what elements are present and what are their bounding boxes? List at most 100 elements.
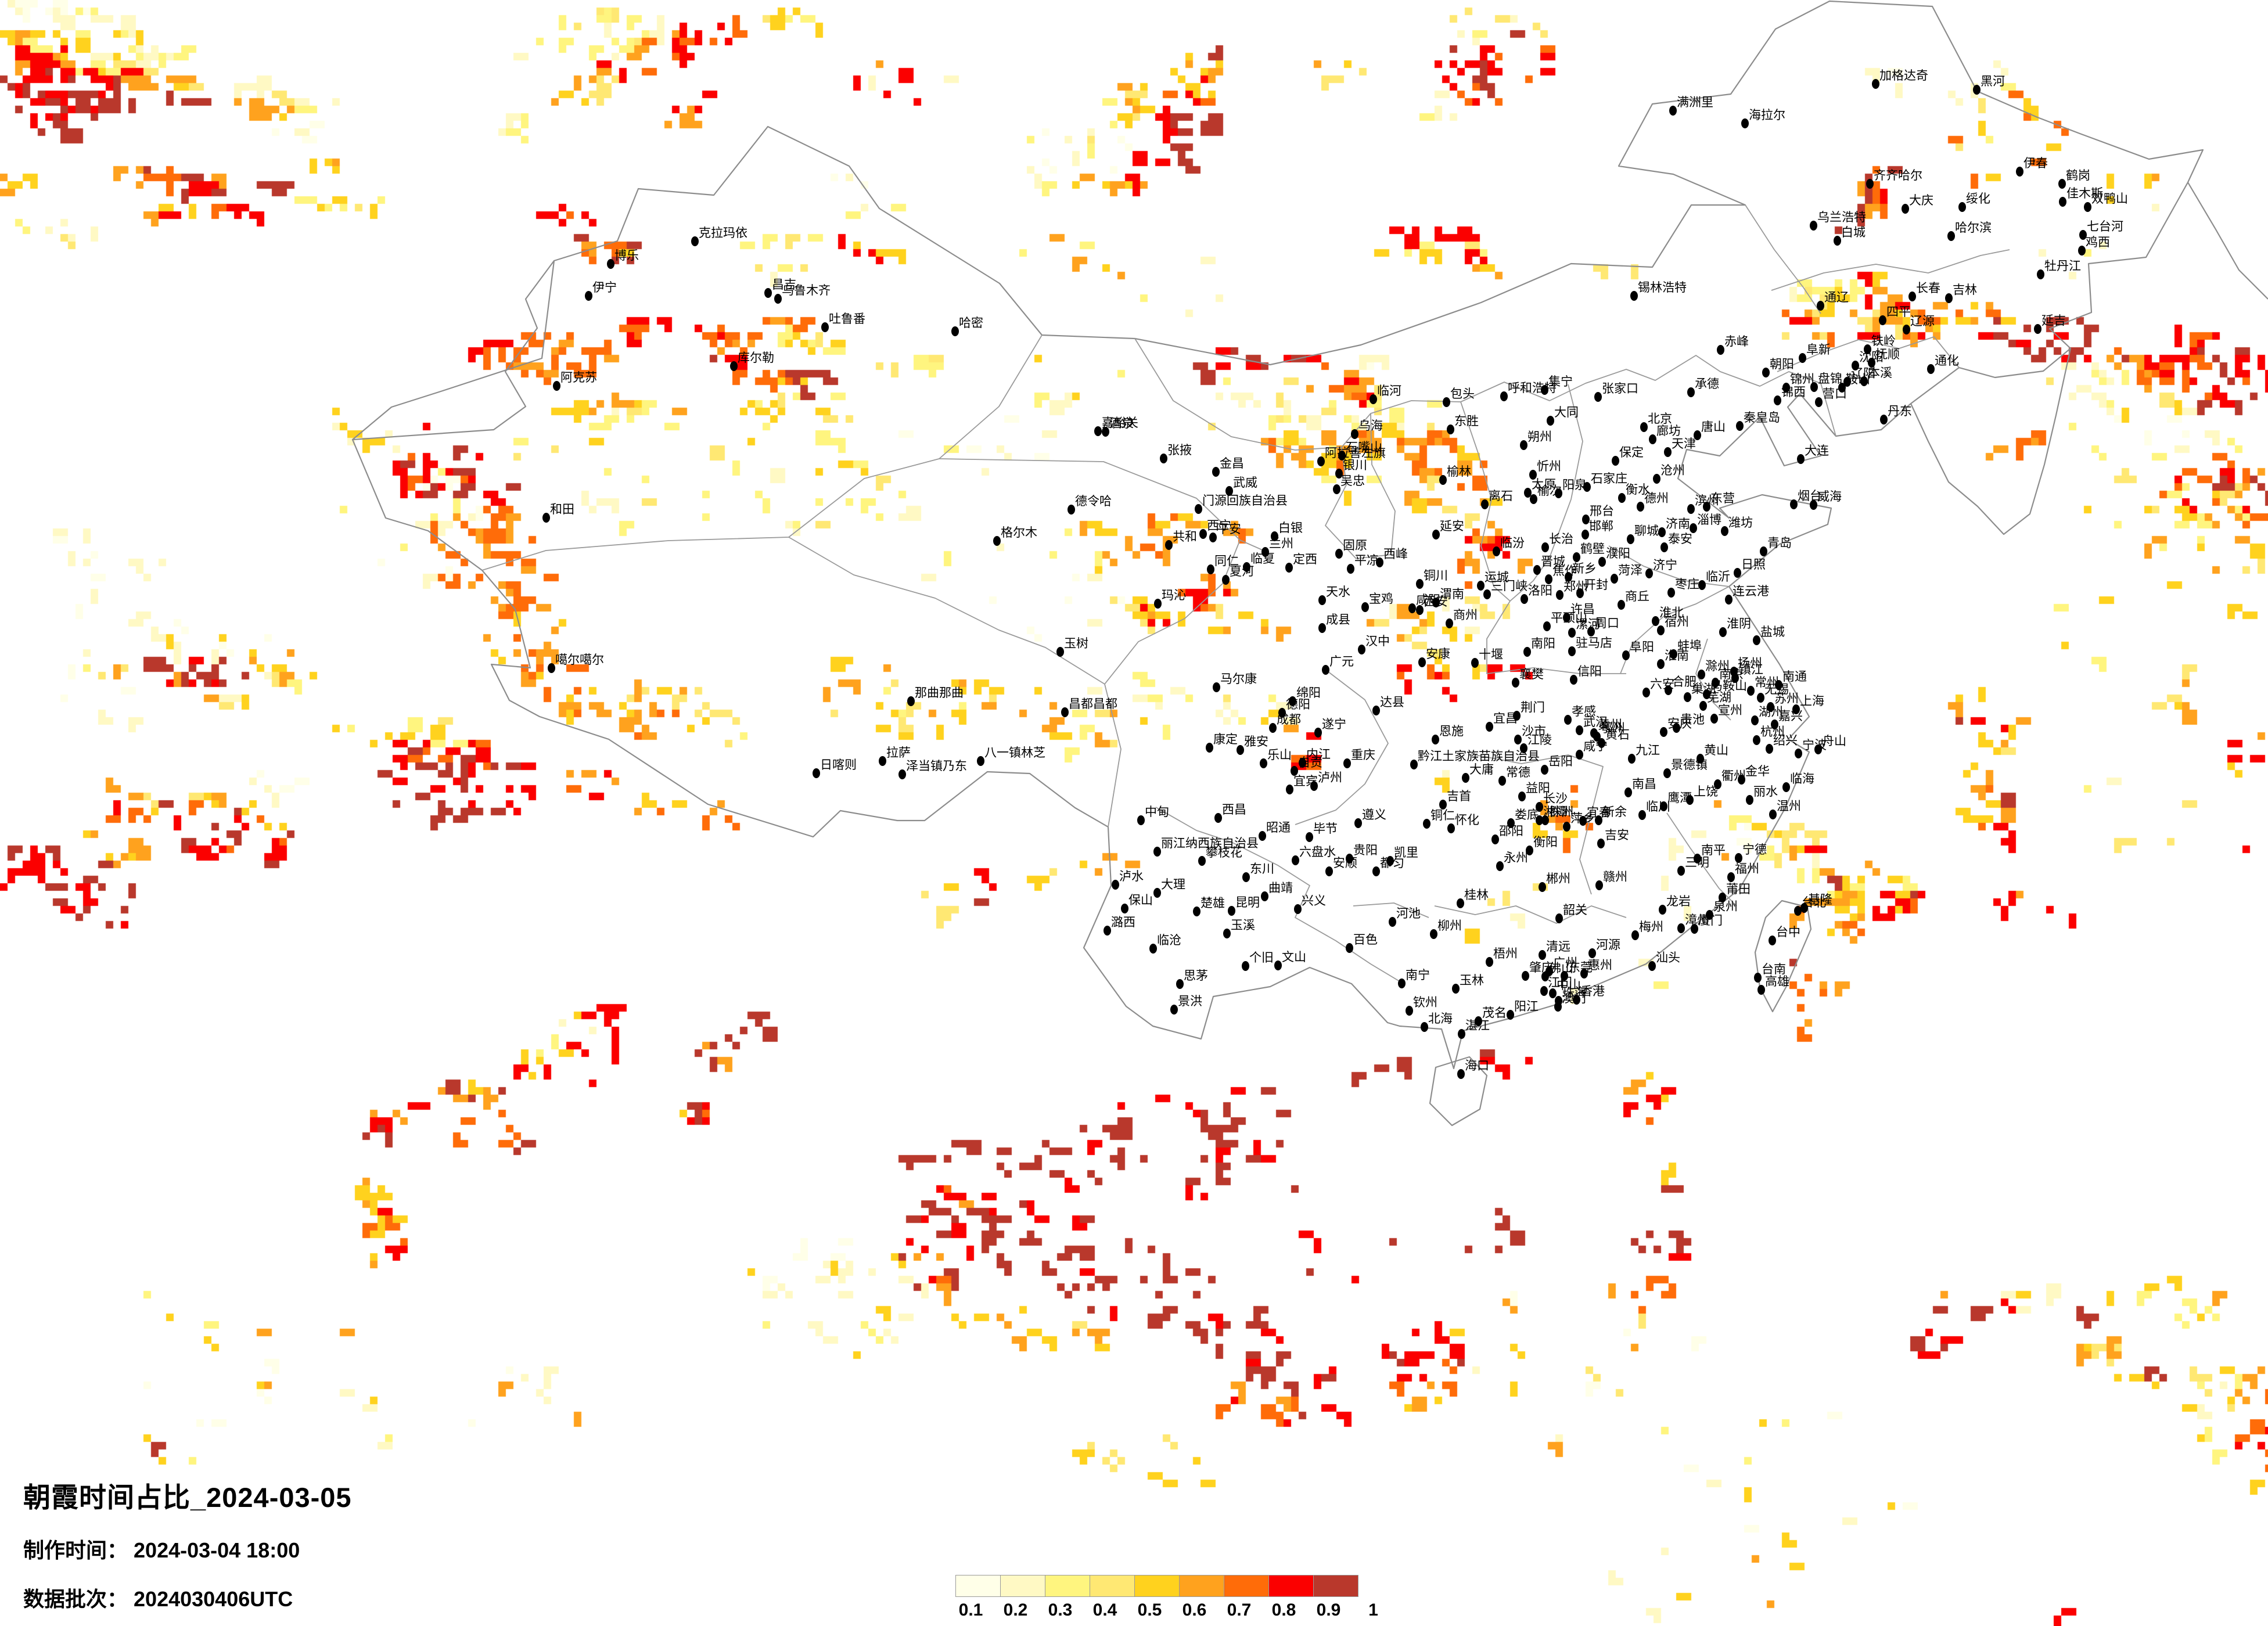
city-label: 临夏 [1250,552,1275,566]
title-block: 朝霞时间占比_2024-03-05 制作时间： 2024-03-04 18:00… [23,1475,352,1613]
city-label: 双鸭山 [2091,192,2128,206]
city-marker [1624,787,1632,797]
city-marker [1659,905,1666,915]
city-marker [1322,665,1329,675]
city-marker [1595,815,1602,825]
city-label: 克拉玛依 [699,226,747,240]
city-marker [1908,292,1916,301]
city-label: 杭州 [1760,725,1785,739]
city-label: 榆林 [1447,465,1471,479]
city-marker [1289,696,1296,706]
city-marker [1285,563,1293,573]
city-marker [1446,618,1453,628]
city-label: 锦州 [1790,373,1814,386]
city-marker [1486,957,1493,967]
city-marker [1665,685,1672,695]
city-marker [2037,269,2044,279]
city-marker [1507,818,1515,828]
city-label: 益阳 [1526,782,1550,795]
city-marker [1699,701,1707,711]
city-label: 文山 [1282,951,1306,964]
legend-swatch [1314,1575,1358,1597]
city-label: 烟台 [1798,490,1822,503]
city-marker [1753,735,1760,745]
city-marker [1731,673,1739,683]
city-label: 邢台 [1590,505,1614,518]
city-marker [898,769,906,779]
city-label: 枣庄 [1675,578,1699,591]
city-marker [1333,484,1340,494]
city-marker [1582,515,1590,524]
city-marker [1554,1002,1562,1012]
city-marker [1137,815,1145,825]
city-marker [1165,540,1173,550]
city-label: 鹤岗 [2066,169,2090,182]
city-marker [1471,658,1479,668]
city-label: 上海 [1800,695,1824,708]
city-label: 噶尔噶尔 [555,653,604,667]
city-marker [1766,744,1773,754]
city-label: 江陵 [1527,733,1552,747]
city-marker [993,536,1001,546]
city-label: 常州 [1755,676,1779,689]
city-label: 吉首 [1447,790,1471,803]
city-label: 乌鲁木齐 [782,284,831,297]
city-marker [1361,602,1369,612]
city-label: 伊春 [2023,157,2048,170]
city-label: 西宁 [1207,519,1231,533]
city-marker [1486,722,1493,732]
city-marker [1664,447,1672,457]
city-marker [1493,546,1500,556]
map-title: 朝霞时间占比_2024-03-05 [23,1482,352,1513]
city-marker [1195,504,1202,514]
city-marker [1260,758,1267,768]
city-label: 吴忠 [1340,474,1365,488]
city-marker [1598,557,1606,567]
city-marker [1523,647,1531,657]
city-marker [1852,361,1859,370]
city-label: 江门 [1548,976,1572,990]
city-marker [813,768,820,778]
city-label: 宁德 [1742,843,1767,857]
city-marker [1717,345,1724,355]
city-label: 和田 [550,503,574,516]
city-marker [2034,324,2041,334]
city-label: 玉林 [1460,974,1484,987]
city-marker [1325,866,1333,876]
city-marker [1792,704,1800,714]
city-label: 东营 [1710,492,1735,505]
city-marker [1243,562,1250,572]
city-label: 昌都昌都 [1069,697,1117,711]
city-label: 河源 [1596,938,1620,952]
city-marker [1274,961,1282,970]
city-marker [2059,197,2066,207]
city-marker [1657,659,1665,669]
city-label: 张掖 [1167,444,1192,457]
city-marker [1868,358,1875,368]
city-label: 镇江 [1739,663,1763,677]
city-marker [1660,801,1667,811]
city-label: 基隆 [1808,893,1832,906]
city-label: 丽江纳西族自治县 [1161,837,1259,850]
city-label: 温州 [1777,800,1801,813]
city-marker [1612,456,1619,466]
city-marker [1346,943,1353,953]
city-label: 大庆 [1909,194,1933,207]
city-marker [1160,454,1167,463]
city-label: 平凉 [1354,554,1379,567]
city-label: 福州 [1735,862,1759,876]
city-label: 莆田 [1726,883,1751,896]
city-label: 石家庄 [1591,472,1627,485]
west-foreign-border [352,260,555,441]
city-label: 唐山 [1701,420,1726,434]
city-marker [1573,995,1580,1005]
city-marker [1539,950,1546,960]
city-marker [1864,344,1871,354]
city-label: 商州 [1453,609,1478,622]
city-marker [1541,815,1549,825]
city-marker [1529,470,1537,480]
city-marker [907,696,915,706]
city-label: 吉林 [1953,283,1977,297]
hainan-island [1429,1056,1488,1127]
